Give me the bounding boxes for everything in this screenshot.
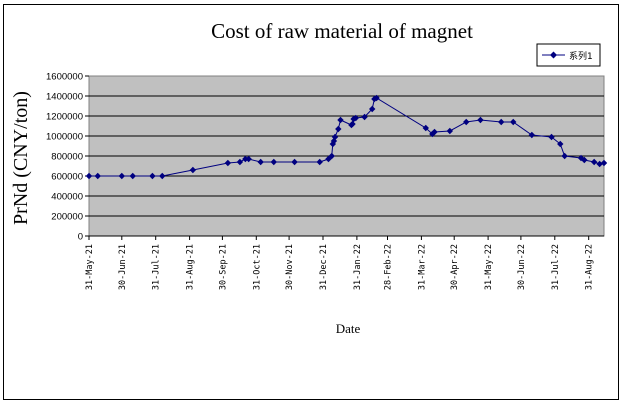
data-point [328,152,335,160]
x-tick-label: 31-Mar-22 [417,244,427,290]
x-axis-label: Date [336,321,361,336]
data-point [352,114,359,122]
data-point [431,128,438,136]
data-point [94,172,101,180]
legend-marker [550,51,557,59]
x-tick-label: 30-Jun-21 [118,244,128,290]
data-point [596,160,603,168]
data-point [85,172,93,180]
data-point [236,158,244,166]
data-point [159,172,166,180]
y-tick-label: 0 [78,232,83,243]
data-point [224,159,232,167]
y-tick-label: 1000000 [46,132,83,143]
data-point [446,127,454,135]
y-tick-label: 200000 [51,212,83,223]
data-point [242,155,249,163]
y-tick-label: 1400000 [46,92,83,103]
data-point [477,116,484,124]
data-point [189,166,197,174]
y-tick-label: 600000 [51,172,83,183]
data-point [337,116,344,124]
y-axis-label: PrNd (CNY/ton) [10,91,32,225]
x-tick-label: 31-Jan-22 [353,244,363,290]
data-point [316,158,323,166]
y-axis-ticks: 0 200000 400000 600000 800000 1000000 1200000 1… [46,72,89,243]
x-tick-label: 30-Apr-22 [450,244,460,290]
x-tick-label: 31-May-21 [85,244,95,290]
data-point [325,155,332,163]
data-point [557,140,564,148]
x-tick-label: 28-Feb-22 [384,244,394,290]
data-point [510,118,517,126]
x-axis-ticks: 31-May-21 30-Jun-21 31-Jul-21 31-Aug-21 30-S… [85,235,604,290]
y-tick-label: 400000 [51,192,83,203]
data-point [422,124,429,132]
data-point [600,159,608,167]
data-point [361,113,368,121]
data-point [270,158,277,166]
x-tick-label: 31-Oct-21 [252,244,262,290]
x-tick-label: 30-Sep-21 [218,244,228,290]
data-point [463,118,470,126]
x-tick-label: 30-Nov-21 [285,244,295,290]
x-tick-label: 31-Jul-21 [152,244,162,290]
data-point [291,158,298,166]
legend: 系列1 [536,43,601,67]
data-point [373,94,380,102]
y-tick-label: 1600000 [46,72,83,83]
data-point [590,158,598,166]
x-tick-label: 31-Jul-22 [551,244,561,290]
legend-series-label: 系列1 [569,50,593,62]
data-point [581,156,588,164]
data-point [257,158,264,166]
data-point [548,133,555,141]
gridlines [89,95,604,217]
data-point [368,105,376,113]
series-group [85,94,608,180]
x-tick-label: 30-Jun-22 [517,244,527,290]
legend-box [536,43,601,67]
data-point [149,172,156,180]
data-point [245,155,252,163]
data-point [118,172,126,180]
y-tick-label: 800000 [51,152,83,163]
data-point [561,152,568,160]
data-point [335,125,342,133]
data-point [331,133,339,141]
x-tick-label: 31-May-22 [484,244,494,290]
chart-title: Cost of raw material of magnet [211,19,473,43]
x-tick-label: 31-Dec-21 [319,244,329,290]
x-tick-label: 31-Aug-22 [585,244,595,290]
data-point [330,137,338,145]
data-point [498,118,505,126]
x-tick-label: 31-Aug-21 [186,244,196,290]
data-point [528,131,536,139]
data-point [129,172,136,180]
data-point [349,120,356,128]
y-tick-label: 1200000 [46,112,83,123]
